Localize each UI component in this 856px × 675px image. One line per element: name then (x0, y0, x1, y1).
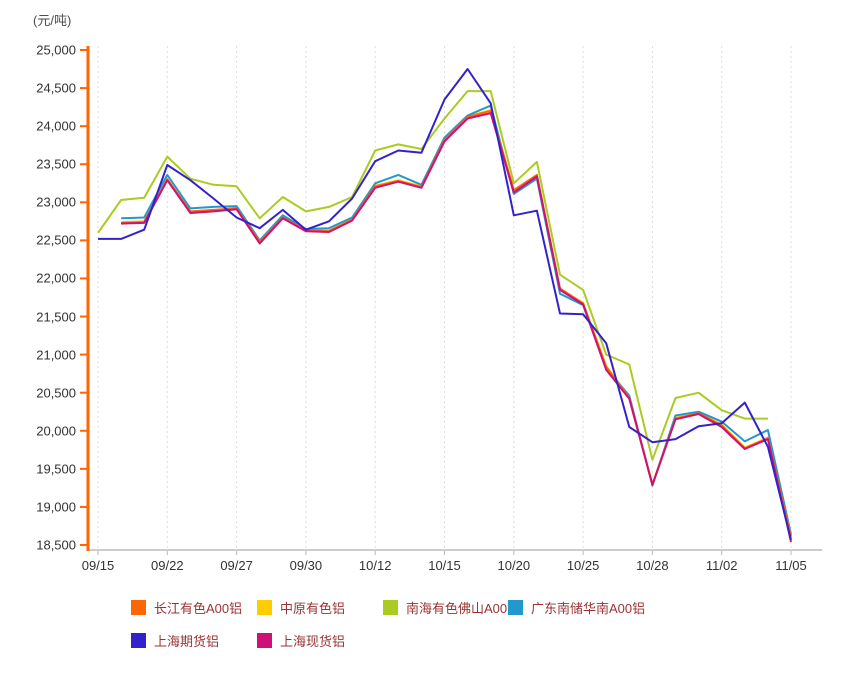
legend-swatch-icon (131, 632, 146, 648)
legend-item-1[interactable]: 长江有色A00铝 (131, 599, 243, 616)
legend-series-name: 上海期货铝 (154, 633, 220, 649)
y-axis-tick-label: 18,500 (36, 537, 76, 553)
x-axis-tick-label: 09/27 (220, 558, 253, 573)
x-axis-tick-label: 09/30 (289, 558, 323, 573)
legend-item-6[interactable]: 上海现货铝 (257, 632, 346, 649)
legend-item-2[interactable]: 中原有色铝 (257, 599, 346, 616)
y-axis-tick-label: 25,000 (36, 42, 76, 58)
legend-item-4[interactable]: 广东南储华南A00铝 (508, 599, 646, 616)
legend-swatch-icon (257, 632, 272, 648)
y-axis-tick-label: 21,500 (36, 309, 76, 325)
x-axis-tick-label: 09/22 (151, 558, 184, 573)
y-axis-tick-label: 19,500 (36, 461, 76, 477)
y-axis-tick-label: 20,500 (36, 385, 76, 401)
series-line-2 (97, 90, 768, 461)
x-axis-tick-label: 10/20 (497, 558, 531, 573)
y-axis-tick-label: 20,000 (36, 423, 76, 439)
series-line-5 (121, 112, 792, 543)
y-axis-tick-label: 23,500 (36, 156, 76, 172)
legend-series-name: 中原有色铝 (280, 600, 346, 616)
legend-item-5[interactable]: 上海期货铝 (131, 632, 220, 649)
y-axis-tick-label: 24,500 (36, 80, 76, 96)
series-line-3 (121, 104, 792, 535)
y-axis-tick-label: 19,000 (36, 499, 76, 515)
legend-series-name: 南海有色佛山A00铝 (406, 600, 521, 616)
legend-series-name: 广东南储华南A00铝 (531, 600, 646, 616)
legend-swatch-icon (508, 599, 523, 615)
x-axis-tick-label: 11/05 (775, 558, 807, 573)
x-axis-tick-label: 10/12 (358, 558, 392, 573)
x-axis-tick-label: 11/02 (705, 558, 738, 573)
series-line-4 (98, 68, 792, 540)
y-axis-tick-label: 24,000 (36, 118, 76, 134)
legend-item-3[interactable]: 南海有色佛山A00铝 (383, 599, 521, 616)
x-axis-tick-label: 10/25 (566, 558, 600, 573)
legend-swatch-icon (257, 599, 272, 615)
series-line-0 (121, 109, 792, 537)
series-line-1 (121, 109, 792, 537)
x-axis-tick-label: 10/28 (636, 558, 669, 573)
y-axis-tick-label: 22,000 (36, 270, 76, 286)
x-axis-tick-label: 09/15 (81, 558, 115, 573)
legend-series-name: 上海现货铝 (280, 633, 346, 649)
y-axis-tick-label: 23,000 (36, 194, 76, 210)
legend-swatch-icon (383, 599, 398, 615)
legend-series-name: 长江有色A00铝 (154, 600, 243, 616)
y-axis-tick-label: 22,500 (36, 232, 76, 248)
x-axis-tick-label: 10/15 (428, 558, 461, 573)
y-axis-tick-label: 21,000 (36, 347, 76, 363)
legend-swatch-icon (131, 599, 146, 615)
y-axis-unit-title: (元/吨) (33, 13, 72, 28)
